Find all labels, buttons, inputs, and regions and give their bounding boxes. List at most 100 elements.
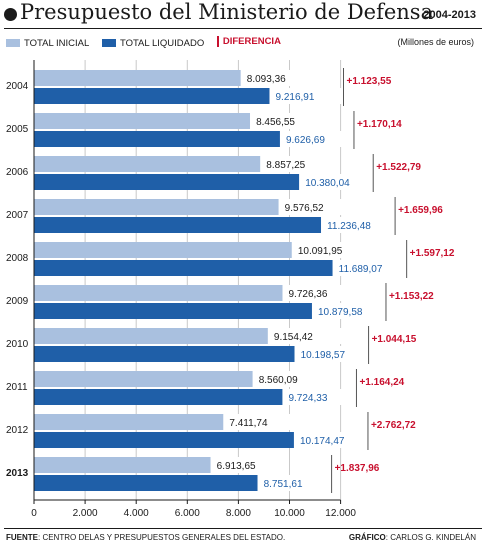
bar-total-liquidado: [34, 88, 270, 104]
bar-total-liquidado: [34, 260, 333, 276]
year-label: 2008: [6, 253, 29, 264]
title-rule: [4, 28, 482, 29]
bar-total-liquidado: [34, 475, 258, 491]
value-label-liquidado: 9.216,91: [275, 92, 314, 103]
value-label-inicial: 7.411,74: [229, 418, 268, 429]
legend-marker-diferencia: [216, 36, 219, 47]
difference-label: +2.762,72: [371, 420, 416, 431]
legend-label-inicial: TOTAL INICIAL: [24, 37, 90, 49]
value-label-liquidado: 9.626,69: [286, 135, 325, 146]
legend-label-liquidado: TOTAL LIQUIDADO: [119, 37, 205, 49]
x-tick-label: 10.000: [274, 508, 305, 519]
value-label-inicial: 8.560,09: [259, 375, 298, 386]
credit-note: GRÁFICO: CARLOS G. KINDELÁN: [349, 533, 476, 542]
legend-item-liquidado: TOTAL LIQUIDADO: [101, 37, 205, 49]
value-box-inicial: [291, 242, 368, 258]
credit-label: GRÁFICO: [348, 533, 386, 542]
value-box-inicial: [278, 199, 355, 215]
legend-swatch-liquidado: [101, 39, 116, 47]
bar-total-inicial: [34, 242, 292, 258]
difference-label: +1.837,96: [335, 463, 380, 474]
year-label: 2009: [6, 296, 29, 307]
credit-text: : CARLOS G. KINDELÁN: [385, 533, 476, 542]
bar-total-liquidado: [34, 174, 300, 190]
value-box-liquidado: [282, 389, 355, 405]
value-box-liquidado: [279, 131, 352, 147]
bar-total-liquidado: [34, 217, 322, 233]
footer-rule: [4, 528, 482, 529]
year-label: 2007: [6, 210, 29, 221]
difference-label: +1.170,14: [357, 119, 402, 130]
year-label: 2006: [6, 167, 29, 178]
value-label-inicial: 9.576,52: [285, 203, 324, 214]
value-box-inicial: [223, 414, 300, 430]
x-tick-label: 0: [31, 508, 37, 519]
bar-total-inicial: [34, 285, 283, 301]
bar-total-liquidado: [34, 389, 283, 405]
year-label: 2004: [6, 81, 29, 92]
year-label: 2013: [6, 468, 29, 479]
value-label-liquidado: 10.174,47: [300, 436, 345, 447]
value-box-liquidado: [321, 217, 394, 233]
bar-total-inicial: [34, 328, 268, 344]
x-tick-label: 4.000: [124, 508, 149, 519]
legend: TOTAL INICIAL TOTAL LIQUIDADO DIFERENCIA: [6, 36, 291, 50]
source-note: FUENTE: CENTRO DELAS Y PRESUPUESTOS GENE…: [6, 533, 285, 542]
difference-label: +1.123,55: [346, 76, 391, 87]
title-bullet: [4, 8, 17, 21]
bar-total-inicial: [34, 199, 279, 215]
difference-label: +1.597,12: [410, 248, 455, 259]
value-label-inicial: 8.456,55: [256, 117, 295, 128]
year-label: 2010: [6, 339, 29, 350]
value-box-inicial: [282, 285, 359, 301]
value-label-liquidado: 8.751,61: [264, 479, 303, 490]
bar-chart: 2004 8.093,36 9.216,91 +1.123,55 2005 8.456,5…: [6, 60, 455, 519]
difference-label: +1.153,22: [389, 291, 434, 302]
value-label-inicial: 9.154,42: [274, 332, 313, 343]
value-label-liquidado: 11.689,07: [339, 264, 383, 275]
year-label: 2005: [6, 124, 29, 135]
x-tick-label: 2.000: [73, 508, 98, 519]
bar-total-liquidado: [34, 303, 312, 319]
legend-item-diferencia: DIFERENCIA: [216, 36, 281, 47]
value-box-liquidado: [299, 174, 372, 190]
bar-total-liquidado: [34, 131, 280, 147]
year-label: 2011: [6, 382, 28, 393]
difference-label: +1.522,79: [376, 162, 421, 173]
legend-label-diferencia: DIFERENCIA: [222, 36, 281, 47]
bar-total-inicial: [34, 156, 261, 172]
x-tick-label: 6.000: [175, 508, 200, 519]
chart-years: 2004-2013: [423, 9, 476, 21]
value-label-inicial: 9.726,36: [289, 289, 328, 300]
value-box-inicial: [267, 328, 344, 344]
units-note: (Millones de euros): [397, 37, 474, 47]
bar-total-inicial: [34, 113, 251, 129]
value-label-liquidado: 10.879,58: [318, 307, 363, 318]
bar-total-inicial: [34, 70, 241, 86]
value-label-liquidado: 10.198,57: [301, 350, 346, 361]
bar-total-inicial: [34, 457, 211, 473]
difference-label: +1.164,24: [359, 377, 404, 388]
source-text: : CENTRO DELAS Y PRESUPUESTOS GENERALES …: [38, 533, 286, 542]
legend-swatch-inicial: [6, 39, 20, 47]
difference-label: +1.659,96: [398, 205, 443, 216]
value-label-liquidado: 9.724,33: [288, 393, 327, 404]
source-label: FUENTE: [6, 533, 38, 542]
value-label-liquidado: 11.236,48: [327, 221, 371, 232]
bar-total-inicial: [34, 371, 253, 387]
x-tick-label: 8.000: [226, 508, 251, 519]
value-box-inicial: [260, 156, 337, 172]
value-box-liquidado: [293, 432, 366, 448]
bar-total-liquidado: [34, 346, 295, 362]
value-box-inicial: [210, 457, 287, 473]
value-label-liquidado: 10.380,04: [305, 178, 350, 189]
legend-item-inicial: TOTAL INICIAL: [6, 38, 89, 49]
bar-total-liquidado: [34, 432, 294, 448]
value-box-inicial: [250, 113, 327, 129]
value-box-inicial: [252, 371, 329, 387]
value-label-inicial: 8.857,25: [266, 160, 305, 171]
difference-label: +1.044,15: [372, 334, 417, 345]
value-label-inicial: 10.091,95: [298, 246, 343, 257]
value-box-liquidado: [294, 346, 367, 362]
value-box-inicial: [240, 70, 317, 86]
